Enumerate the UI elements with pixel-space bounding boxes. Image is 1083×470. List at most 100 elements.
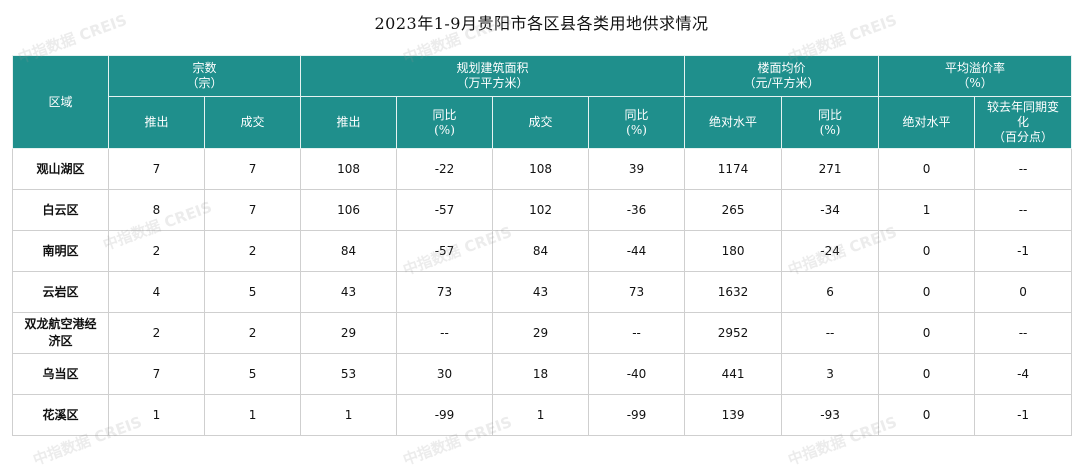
region-cell: 云岩区 (12, 271, 109, 313)
value-cell: 0 (878, 230, 976, 272)
page-title: 2023年1-9月贵阳市各区县各类用地供求情况 (374, 14, 709, 33)
value-cell: 1632 (684, 271, 783, 313)
value-cell: 2 (203, 312, 302, 354)
header-sub-3: 同比 (%) (396, 96, 494, 149)
value-cell: 265 (684, 189, 783, 231)
value-cell: 0 (878, 312, 976, 354)
value-cell: -1 (974, 394, 1073, 436)
value-cell: 4 (108, 271, 205, 313)
value-cell: -36 (588, 189, 686, 231)
value-cell: -24 (781, 230, 880, 272)
value-cell: 2 (203, 230, 302, 272)
value-cell: 39 (588, 148, 686, 190)
value-cell: 108 (300, 148, 398, 190)
value-cell: 84 (300, 230, 398, 272)
header-sub-6: 绝对水平 (684, 96, 783, 149)
region-cell: 南明区 (12, 230, 109, 272)
value-cell: 271 (781, 148, 880, 190)
value-cell: -- (588, 312, 686, 354)
header-group-area: 规划建筑面积 （万平方米） (300, 55, 686, 97)
value-cell: -- (974, 312, 1073, 354)
header-sub-0: 推出 (108, 96, 205, 149)
header-group-count: 宗数 （宗） (107, 55, 302, 97)
value-cell: -57 (396, 189, 494, 231)
value-cell: -- (974, 148, 1073, 190)
value-cell: 0 (974, 271, 1073, 313)
value-cell: 2952 (684, 312, 783, 354)
region-cell: 花溪区 (12, 394, 109, 436)
value-cell: -99 (396, 394, 494, 436)
value-cell: -- (396, 312, 494, 354)
table-row: 南明区 2 2 84 -57 84 -44 180 -24 0 -1 (12, 230, 1073, 272)
value-cell: 1 (492, 394, 590, 436)
region-cell: 观山湖区 (12, 148, 109, 190)
value-cell: -- (781, 312, 880, 354)
value-cell: -4 (974, 353, 1073, 395)
header-sub-4: 成交 (492, 96, 590, 149)
value-cell: -57 (396, 230, 494, 272)
table-row: 白云区 8 7 106 -57 102 -36 265 -34 1 -- (12, 189, 1073, 231)
table-row: 观山湖区 7 7 108 -22 108 39 1174 271 0 -- (12, 148, 1073, 190)
value-cell: 102 (492, 189, 590, 231)
value-cell: 2 (108, 312, 205, 354)
value-cell: 1 (878, 189, 976, 231)
value-cell: -1 (974, 230, 1073, 272)
region-cell: 乌当区 (12, 353, 109, 395)
header-group-price: 楼面均价 （元/平方米） (684, 55, 880, 97)
value-cell: 29 (492, 312, 590, 354)
value-cell: 1 (300, 394, 398, 436)
value-cell: -22 (396, 148, 494, 190)
value-cell: 29 (300, 312, 398, 354)
value-cell: 7 (203, 189, 302, 231)
value-cell: 84 (492, 230, 590, 272)
value-cell: 73 (396, 271, 494, 313)
value-cell: 0 (878, 353, 976, 395)
value-cell: 2 (108, 230, 205, 272)
table-row: 花溪区 1 1 1 -99 1 -99 139 -93 0 -1 (12, 394, 1073, 436)
header-sub-2: 推出 (300, 96, 398, 149)
value-cell: 1 (108, 394, 205, 436)
value-cell: -99 (588, 394, 686, 436)
value-cell: 106 (300, 189, 398, 231)
header-region: 区域 (12, 55, 109, 149)
value-cell: 180 (684, 230, 783, 272)
value-cell: 7 (108, 148, 205, 190)
value-cell: 1174 (684, 148, 783, 190)
value-cell: -44 (588, 230, 686, 272)
table-row: 双龙航空港经 济区 2 2 29 -- 29 -- 2952 -- 0 -- (12, 312, 1073, 354)
value-cell: 30 (396, 353, 494, 395)
value-cell: 3 (781, 353, 880, 395)
header-sub-9: 较去年同期变 化 （百分点） (974, 96, 1073, 149)
value-cell: -93 (781, 394, 880, 436)
value-cell: 139 (684, 394, 783, 436)
value-cell: 5 (203, 271, 302, 313)
value-cell: 5 (203, 353, 302, 395)
header-sub-8: 绝对水平 (878, 96, 976, 149)
value-cell: 0 (878, 271, 976, 313)
value-cell: 8 (108, 189, 205, 231)
region-cell: 白云区 (12, 189, 109, 231)
value-cell: 108 (492, 148, 590, 190)
value-cell: 43 (300, 271, 398, 313)
value-cell: 441 (684, 353, 783, 395)
value-cell: -34 (781, 189, 880, 231)
header-sub-5: 同比 (%) (588, 96, 686, 149)
table-row: 乌当区 7 5 53 30 18 -40 441 3 0 -4 (12, 353, 1073, 395)
value-cell: 7 (108, 353, 205, 395)
table-row: 云岩区 4 5 43 73 43 73 1632 6 0 0 (12, 271, 1073, 313)
value-cell: 73 (588, 271, 686, 313)
value-cell: -- (974, 189, 1073, 231)
value-cell: 1 (203, 394, 302, 436)
value-cell: 53 (300, 353, 398, 395)
supply-demand-table: 区域 宗数 （宗） 规划建筑面积 （万平方米） 楼面均价 （元/平方米） 平均溢… (12, 55, 1073, 436)
value-cell: 43 (492, 271, 590, 313)
header-sub-7: 同比 (%) (781, 96, 880, 149)
header-sub-1: 成交 (203, 96, 302, 149)
value-cell: 0 (878, 148, 976, 190)
header-group-premium: 平均溢价率 （%） (878, 55, 1073, 97)
value-cell: -40 (588, 353, 686, 395)
value-cell: 7 (203, 148, 302, 190)
region-cell: 双龙航空港经 济区 (12, 312, 109, 354)
value-cell: 18 (492, 353, 590, 395)
value-cell: 6 (781, 271, 880, 313)
